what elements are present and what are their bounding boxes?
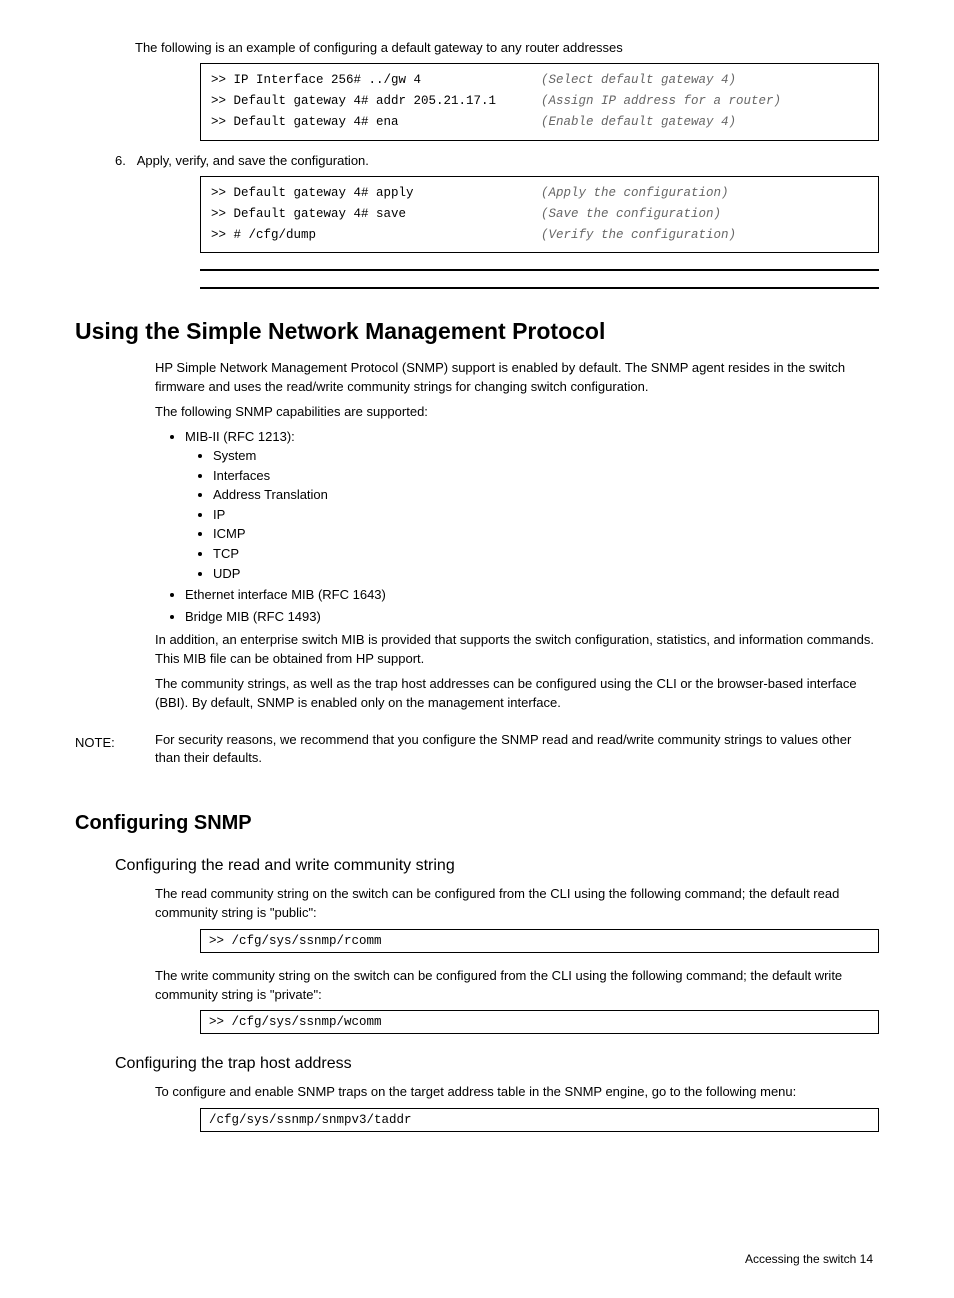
step-6: 6. Apply, verify, and save the configura… xyxy=(115,153,879,170)
codebox-apply-save: >> Default gateway 4# apply(Apply the co… xyxy=(200,176,879,254)
code-command: >> # /cfg/dump xyxy=(211,225,541,246)
list-item: ICMP xyxy=(213,525,879,543)
code-line: >> Default gateway 4# save(Save the conf… xyxy=(211,204,868,225)
step-6-number: 6. xyxy=(115,153,126,168)
list-item: Bridge MIB (RFC 1493) xyxy=(185,608,879,626)
list-item-mibii: MIB-II (RFC 1213): System InterfacesAddre… xyxy=(185,428,879,582)
note-block: NOTE: For security reasons, we recommend… xyxy=(75,725,879,775)
list-item: UDP xyxy=(213,565,879,583)
gateway-intro-text: The following is an example of configuri… xyxy=(135,40,879,57)
codebox-rcomm: >> /cfg/sys/ssnmp/rcomm xyxy=(200,929,879,953)
code-description: (Save the configuration) xyxy=(541,204,721,225)
list-item: Interfaces xyxy=(213,467,879,485)
codebox-taddr: /cfg/sys/ssnmp/snmpv3/taddr xyxy=(200,1108,879,1132)
list-item: System xyxy=(213,447,879,465)
note-text: For security reasons, we recommend that … xyxy=(155,731,879,769)
step-6-text: Apply, verify, and save the configuratio… xyxy=(137,153,369,168)
code-command: >> Default gateway 4# save xyxy=(211,204,541,225)
rcomm-paragraph: The read community string on the switch … xyxy=(155,885,879,923)
code-line: >> IP Interface 256# ../gw 4(Select defa… xyxy=(211,70,868,91)
snmp-capabilities-list: MIB-II (RFC 1213): System InterfacesAddre… xyxy=(185,428,879,582)
code-command: >> Default gateway 4# addr 205.21.17.1 xyxy=(211,91,541,112)
page-footer: Accessing the switch 14 xyxy=(75,1252,879,1268)
code-line: >> # /cfg/dump(Verify the configuration) xyxy=(211,225,868,246)
list-item: Ethernet interface MIB (RFC 1643) xyxy=(185,586,879,604)
community-strings-paragraph: The community strings, as well as the tr… xyxy=(155,675,879,713)
mibii-label: MIB-II (RFC 1213): xyxy=(185,429,295,444)
note-label: NOTE: xyxy=(75,735,147,775)
code-description: (Apply the configuration) xyxy=(541,183,729,204)
heading-configuring-snmp: Configuring SNMP xyxy=(75,810,879,836)
heading-rw-community: Configuring the read and write community… xyxy=(115,856,879,877)
section-divider-1 xyxy=(200,269,879,271)
code-command: >> Default gateway 4# apply xyxy=(211,183,541,204)
wcomm-paragraph: The write community string on the switch… xyxy=(155,967,879,1005)
code-description: (Assign IP address for a router) xyxy=(541,91,781,112)
code-command: >> Default gateway 4# ena xyxy=(211,112,541,133)
section-divider-2 xyxy=(200,287,879,289)
code-description: (Select default gateway 4) xyxy=(541,70,736,91)
list-item: IP xyxy=(213,506,879,524)
enterprise-mib-paragraph: In addition, an enterprise switch MIB is… xyxy=(155,631,879,669)
list-item: TCP xyxy=(213,545,879,563)
code-description: (Enable default gateway 4) xyxy=(541,112,736,133)
code-line: >> Default gateway 4# addr 205.21.17.1(A… xyxy=(211,91,868,112)
trap-host-paragraph: To configure and enable SNMP traps on th… xyxy=(155,1083,879,1102)
footer-text: Accessing the switch 14 xyxy=(745,1252,873,1268)
snmp-capabilities-list-tail: Ethernet interface MIB (RFC 1643) Bridge … xyxy=(185,586,879,625)
heading-snmp: Using the Simple Network Management Prot… xyxy=(75,317,879,347)
codebox-gateway-config: >> IP Interface 256# ../gw 4(Select defa… xyxy=(200,63,879,141)
mibii-sublist: System InterfacesAddress Translation IPICM… xyxy=(213,447,879,582)
snmp-capabilities-intro: The following SNMP capabilities are supp… xyxy=(155,403,879,422)
codebox-wcomm: >> /cfg/sys/ssnmp/wcomm xyxy=(200,1010,879,1034)
code-command: >> IP Interface 256# ../gw 4 xyxy=(211,70,541,91)
list-item: Address Translation xyxy=(213,486,879,504)
heading-trap-host: Configuring the trap host address xyxy=(115,1054,879,1075)
code-line: >> Default gateway 4# ena(Enable default… xyxy=(211,112,868,133)
code-line: >> Default gateway 4# apply(Apply the co… xyxy=(211,183,868,204)
code-description: (Verify the configuration) xyxy=(541,225,736,246)
snmp-intro-paragraph: HP Simple Network Management Protocol (S… xyxy=(155,359,879,397)
